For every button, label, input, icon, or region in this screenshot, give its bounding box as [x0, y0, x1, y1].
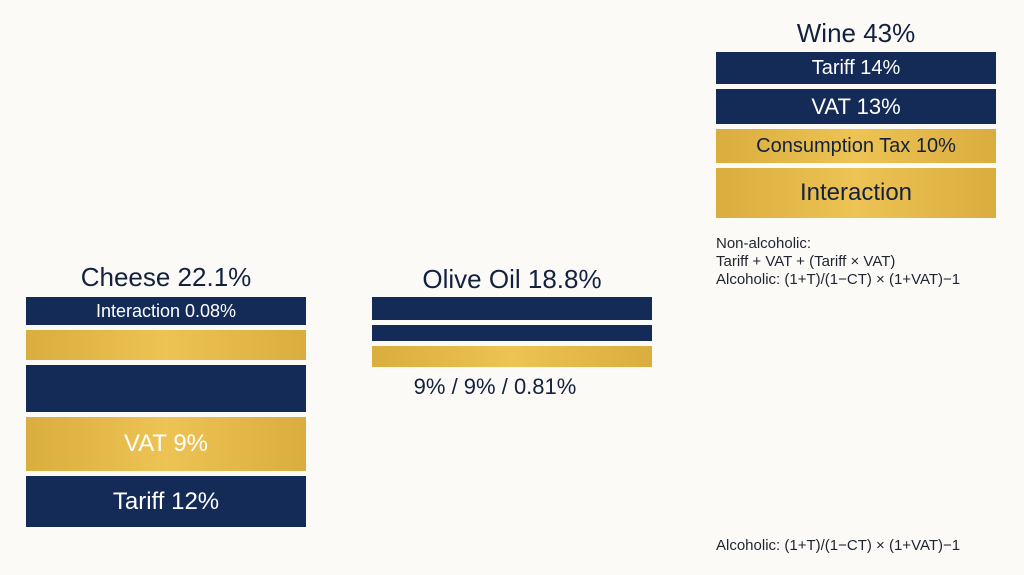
- stack-title-cheese: Cheese 22.1%: [80, 262, 252, 292]
- segment-cheese-interaction: Interaction 0.08%: [26, 297, 306, 325]
- segment-olive-oil-1: [372, 297, 652, 320]
- segment-wine-interaction: Interaction: [716, 168, 996, 218]
- segment-wine-consumption-tax: Consumption Tax 10%: [716, 129, 996, 163]
- segment-cheese-vat: VAT 9%: [26, 417, 306, 471]
- segment-olive-oil-3: [372, 346, 652, 367]
- stack-title-wine: Wine 43%: [796, 18, 916, 48]
- segment-wine-tariff: Tariff 14%: [716, 52, 996, 84]
- segment-cheese-gold-unlabeled: [26, 330, 306, 360]
- olive-oil-breakdown-note: 9% / 9% / 0.81%: [413, 374, 577, 399]
- formula-line-3: Alcoholic: (1+T)/(1−CT) × (1+VAT)−1: [716, 271, 961, 288]
- segment-olive-oil-2: [372, 325, 652, 341]
- segment-cheese-tariff: Tariff 12%: [26, 476, 306, 527]
- formula-line-1: Non-alcoholic:: [716, 235, 812, 252]
- formula-line-2: Tariff + VAT + (Tariff × VAT): [716, 253, 896, 270]
- segment-wine-vat: VAT 13%: [716, 89, 996, 124]
- stack-title-olive-oil: Olive Oil 18.8%: [422, 264, 602, 294]
- segment-cheese-navy-unlabeled: [26, 365, 306, 412]
- formula-block: Non-alcoholic: Tariff + VAT + (Tariff × …: [716, 235, 960, 289]
- footer-formula: Alcoholic: (1+T)/(1−CT) × (1+VAT)−1: [716, 537, 961, 554]
